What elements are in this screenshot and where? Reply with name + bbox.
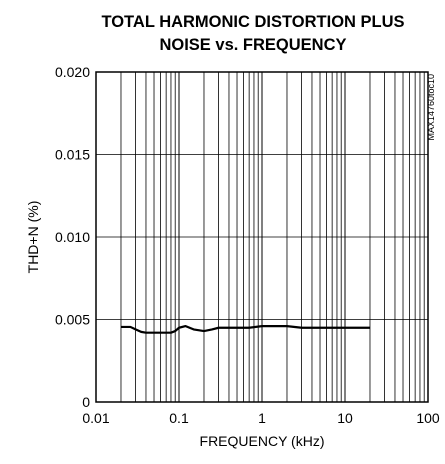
chart-title-line-1: TOTAL HARMONIC DISTORTION PLUS	[101, 13, 404, 31]
series-layer	[120, 325, 370, 334]
y-axis-label: THD+N (%)	[25, 201, 41, 274]
y-tick-label: 0.015	[55, 147, 90, 163]
part-number-annotation: MAX14760toc10	[426, 74, 436, 141]
thd-noise-series-line	[120, 325, 370, 334]
y-tick-label: 0.005	[55, 312, 90, 328]
x-tick-label: 0.1	[169, 410, 189, 426]
x-tick-label: 1	[258, 410, 266, 426]
plot-frame	[95, 71, 429, 403]
y-tick-label: 0	[82, 394, 90, 410]
x-tick-label: 100	[416, 410, 440, 426]
x-tick-label: 10	[337, 410, 353, 426]
y-tick-label: 0.010	[55, 229, 90, 245]
tick-labels: 0.01 0.1 1 10 100 0 0.005 0.010 0.015 0.020	[55, 64, 440, 426]
x-axis-label: FREQUENCY (kHz)	[200, 433, 325, 449]
x-tick-label: 0.01	[82, 410, 109, 426]
y-tick-label: 0.020	[55, 64, 90, 80]
chart-title-line-2: NOISE vs. FREQUENCY	[159, 36, 346, 54]
grid	[96, 72, 428, 402]
